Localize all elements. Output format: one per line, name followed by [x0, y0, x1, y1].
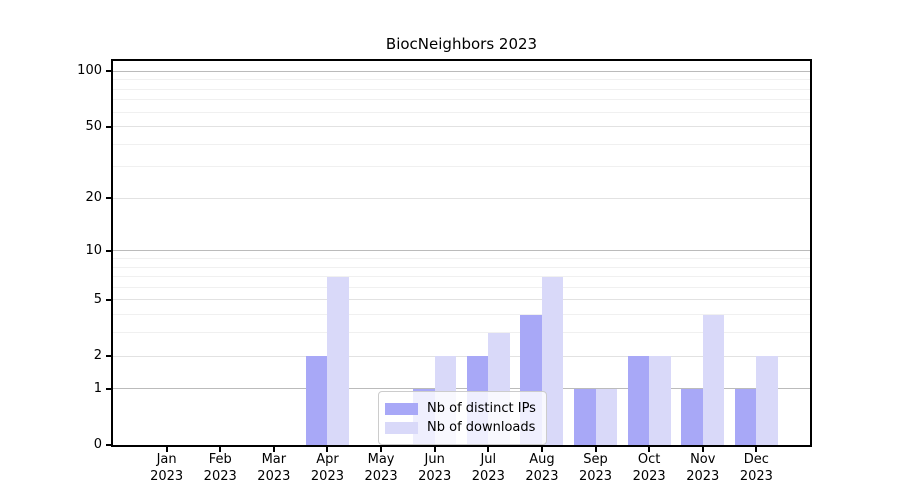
chart-title: BiocNeighbors 2023: [385, 35, 538, 53]
y-tick-2: [106, 355, 112, 357]
x-tick-jan-2023: [165, 447, 168, 452]
gridline-minor-y-70: [113, 99, 810, 101]
y-tick-20: [106, 197, 112, 200]
legend-swatch-distinct-ips: [385, 402, 418, 415]
x-tick-may-2023: [380, 447, 383, 452]
x-tick-label-jun-2023: Jun 2023: [418, 452, 452, 484]
y-tick-label-20: 20: [85, 190, 102, 206]
gridline-minor-y-40: [113, 143, 810, 145]
bar-nb-of-downloads-oct-2023: [649, 356, 671, 445]
x-tick-oct-2023: [648, 447, 651, 452]
x-tick-apr-2023: [326, 447, 329, 452]
legend-item-distinct-ips: Nb of distinct IPs: [385, 400, 538, 417]
y-tick-0: [106, 444, 112, 446]
legend-label-downloads: Nb of downloads: [427, 420, 536, 435]
gridline-minor-y-7: [113, 276, 810, 278]
bar-nb-of-distinct-ips-sep-2023: [574, 388, 596, 445]
x-tick-sep-2023: [594, 447, 597, 452]
gridline-y-20: [113, 197, 810, 199]
gridline-y-50: [113, 126, 810, 128]
plot-area: Nb of distinct IPs Nb of downloads: [113, 61, 810, 445]
y-tick-5: [106, 298, 112, 301]
gridline-minor-y-60: [113, 111, 810, 113]
bar-nb-of-downloads-nov-2023: [702, 314, 725, 445]
x-tick-label-may-2023: May 2023: [364, 452, 398, 484]
gridline-y-5: [113, 299, 810, 301]
x-tick-label-dec-2023: Dec 2023: [739, 452, 773, 484]
y-tick-50: [106, 125, 112, 128]
x-tick-label-aug-2023: Aug 2023: [525, 452, 559, 484]
x-tick-nov-2023: [701, 447, 704, 452]
gridline-minor-y-30: [113, 166, 810, 168]
bar-nb-of-distinct-ips-apr-2023: [305, 356, 328, 445]
legend: Nb of distinct IPs Nb of downloads: [378, 391, 547, 445]
x-tick-label-jul-2023: Jul 2023: [471, 452, 505, 484]
x-tick-label-oct-2023: Oct 2023: [632, 452, 666, 484]
gridline-minor-y-4: [113, 314, 810, 316]
gridline-minor-y-6: [113, 286, 810, 288]
x-tick-label-apr-2023: Apr 2023: [310, 452, 344, 484]
bar-nb-of-distinct-ips-dec-2023: [734, 388, 757, 445]
bar-nb-of-distinct-ips-nov-2023: [681, 388, 703, 445]
x-tick-label-jan-2023: Jan 2023: [150, 452, 184, 484]
y-tick-label-10: 10: [85, 242, 102, 258]
x-tick-label-mar-2023: Mar 2023: [257, 452, 291, 484]
x-tick-dec-2023: [755, 447, 758, 452]
gridline-decade-y-10: [113, 250, 810, 252]
y-tick-1: [106, 387, 112, 390]
y-tick-10: [106, 249, 112, 252]
x-tick-label-nov-2023: Nov 2023: [686, 452, 720, 484]
x-tick-label-sep-2023: Sep 2023: [578, 452, 613, 484]
gridline-minor-y-3: [113, 332, 810, 334]
x-tick-jul-2023: [487, 447, 490, 452]
bar-nb-of-downloads-sep-2023: [595, 388, 618, 445]
gridline-decade-y-1: [113, 388, 810, 390]
y-tick-label-100: 100: [77, 63, 102, 79]
legend-swatch-downloads: [385, 421, 418, 434]
gridline-minor-y-80: [113, 88, 810, 90]
bar-nb-of-downloads-apr-2023: [327, 276, 349, 445]
y-tick-label-0: 0: [93, 437, 102, 452]
gridline-y-2: [113, 355, 810, 357]
gridline-minor-y-90: [113, 79, 810, 81]
legend-label-distinct-ips: Nb of distinct IPs: [427, 401, 536, 416]
gridline-minor-y-9: [113, 257, 810, 259]
x-tick-label-feb-2023: Feb 2023: [203, 452, 237, 484]
y-tick-label-2: 2: [93, 348, 102, 363]
y-tick-label-1: 1: [93, 380, 102, 396]
x-tick-feb-2023: [219, 447, 222, 452]
y-tick-label-50: 50: [85, 118, 102, 134]
bar-nb-of-distinct-ips-oct-2023: [627, 356, 650, 445]
gridline-decade-y-100: [113, 70, 810, 72]
x-tick-mar-2023: [272, 447, 275, 452]
y-tick-100: [106, 70, 112, 73]
gridline-minor-y-8: [113, 266, 810, 268]
x-tick-jun-2023: [433, 447, 436, 452]
bar-nb-of-downloads-aug-2023: [541, 276, 564, 445]
x-tick-aug-2023: [540, 447, 543, 452]
legend-item-downloads: Nb of downloads: [385, 419, 538, 436]
y-tick-label-5: 5: [93, 291, 102, 307]
bar-nb-of-downloads-dec-2023: [756, 356, 778, 445]
